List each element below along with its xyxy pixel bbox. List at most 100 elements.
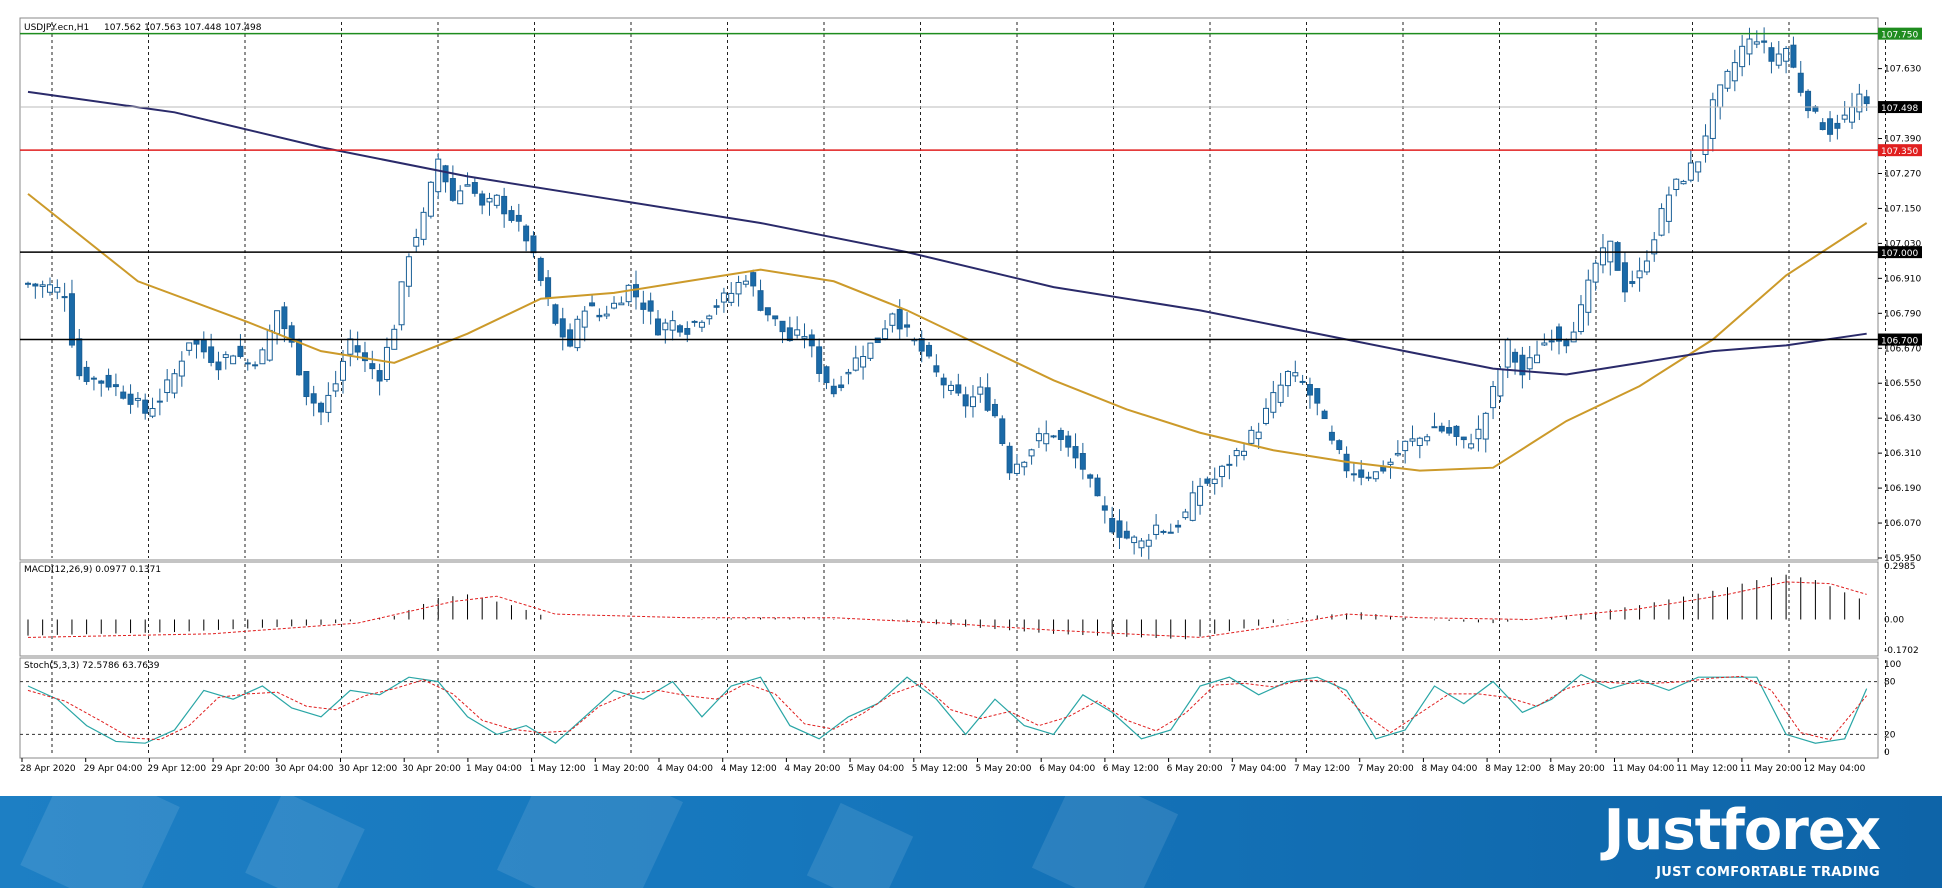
candle-body xyxy=(303,371,310,398)
candle-body xyxy=(1277,384,1284,403)
candle-body xyxy=(618,302,625,306)
x-tick-label: 5 May 20:00 xyxy=(976,764,1032,774)
candle-body xyxy=(962,394,969,407)
brand-tagline: JUST COMFORTABLE TRADING xyxy=(1656,865,1880,880)
candle-body xyxy=(830,385,837,395)
candle-body xyxy=(1109,517,1116,533)
candle-body xyxy=(171,373,178,394)
x-tick-label: 30 Apr 12:00 xyxy=(339,764,398,774)
level-label: 107.000 xyxy=(1881,249,1918,259)
candle-body xyxy=(1702,135,1709,155)
candle-body xyxy=(669,320,676,331)
candle-body xyxy=(310,393,317,404)
candle-body xyxy=(1314,388,1321,404)
macd-tick-label: 0.00 xyxy=(1884,615,1904,625)
x-tick-label: 8 May 12:00 xyxy=(1485,764,1541,774)
y-tick-label: 106.190 xyxy=(1884,484,1921,494)
candle-body xyxy=(589,302,596,307)
x-tick-label: 1 May 12:00 xyxy=(530,764,586,774)
candle-body xyxy=(464,184,471,187)
candle-body xyxy=(684,327,691,335)
price-chart: 107.750 107.350 107.000 106.700 107.498 107.6… xyxy=(19,17,1922,774)
candle-body xyxy=(969,396,976,408)
candle-body xyxy=(398,281,405,326)
candle-body xyxy=(1145,539,1152,547)
candle-body xyxy=(266,329,273,361)
candle-body xyxy=(1416,437,1423,447)
candle-body xyxy=(1482,412,1489,440)
candle-body xyxy=(933,365,940,373)
level-label-bg xyxy=(1878,27,1922,40)
candle-body xyxy=(1790,44,1797,68)
candle-body xyxy=(1219,465,1226,478)
x-tick-label: 4 May 20:00 xyxy=(784,764,840,774)
candle-body xyxy=(361,352,368,362)
candle-body xyxy=(200,339,207,353)
candle-body xyxy=(611,302,618,309)
candle-body xyxy=(1761,40,1768,43)
candle-body xyxy=(1116,520,1123,538)
candle-body xyxy=(1446,427,1453,434)
macd-signal-line xyxy=(27,581,1867,638)
candle-body xyxy=(1321,410,1328,420)
stoch-tick-label: 100 xyxy=(1884,660,1901,670)
candle-body xyxy=(816,346,823,374)
candle-body xyxy=(1409,438,1416,442)
main-title: USDJPY.ecn,H1 xyxy=(24,23,89,33)
candle-body xyxy=(1270,392,1277,413)
candle-body xyxy=(691,320,698,323)
candle-body xyxy=(193,339,200,345)
y-tick-label: 106.430 xyxy=(1884,414,1921,424)
candle-body xyxy=(1072,446,1079,459)
candle-body xyxy=(984,387,991,411)
candle-body xyxy=(874,337,881,344)
brand-logo-text: Justforex xyxy=(1603,798,1881,863)
candle-body xyxy=(1255,431,1262,440)
ma-slow-line xyxy=(27,90,1867,376)
macd-title: MACD(12,26,9) 0.0977 0.1371 xyxy=(24,565,161,575)
y-tick-label: 106.070 xyxy=(1884,519,1921,529)
candle-body xyxy=(1394,452,1401,456)
candle-body xyxy=(413,236,420,247)
candle-body xyxy=(706,315,713,320)
y-tick-label: 106.670 xyxy=(1884,344,1921,354)
x-tick-label: 11 May 04:00 xyxy=(1613,764,1675,774)
candle-body xyxy=(32,283,39,287)
x-tick-label: 1 May 04:00 xyxy=(466,764,522,774)
macd-panel xyxy=(19,561,1879,657)
candle-body xyxy=(1673,178,1680,190)
candle-body xyxy=(376,370,383,382)
x-tick-label: 11 May 12:00 xyxy=(1676,764,1738,774)
macd-tick-label: 0.2985 xyxy=(1884,562,1916,572)
candle-body xyxy=(325,394,332,413)
candle-body xyxy=(46,284,53,293)
candle-body xyxy=(1658,208,1665,236)
y-tick-label: 107.150 xyxy=(1884,204,1921,214)
candle-body xyxy=(222,354,229,358)
candle-body xyxy=(127,393,134,405)
candle-body xyxy=(1636,270,1643,279)
candle-body xyxy=(1475,428,1482,440)
candle-body xyxy=(1577,304,1584,333)
candle-body xyxy=(1680,180,1687,185)
candle-body xyxy=(867,342,874,359)
candle-body xyxy=(845,371,852,375)
candle-body xyxy=(1570,331,1577,343)
y-tick-label: 107.030 xyxy=(1884,239,1921,249)
ohlc-readout: 107.562 107.563 107.448 107.498 xyxy=(104,23,262,33)
candle-body xyxy=(68,293,75,346)
candle-body xyxy=(1204,478,1211,484)
candle-body xyxy=(1768,47,1775,62)
level-label-bg xyxy=(1878,246,1922,259)
candle-body xyxy=(405,256,412,287)
candle-body xyxy=(1753,41,1760,45)
candle-body xyxy=(808,334,815,347)
candle-body xyxy=(1621,262,1628,293)
candle-body xyxy=(1365,476,1372,479)
candle-body xyxy=(896,308,903,330)
candle-body xyxy=(1687,162,1694,181)
candle-body xyxy=(1167,531,1174,534)
candle-body xyxy=(1783,47,1790,62)
candle-body xyxy=(977,386,984,395)
candle-body xyxy=(537,257,544,281)
